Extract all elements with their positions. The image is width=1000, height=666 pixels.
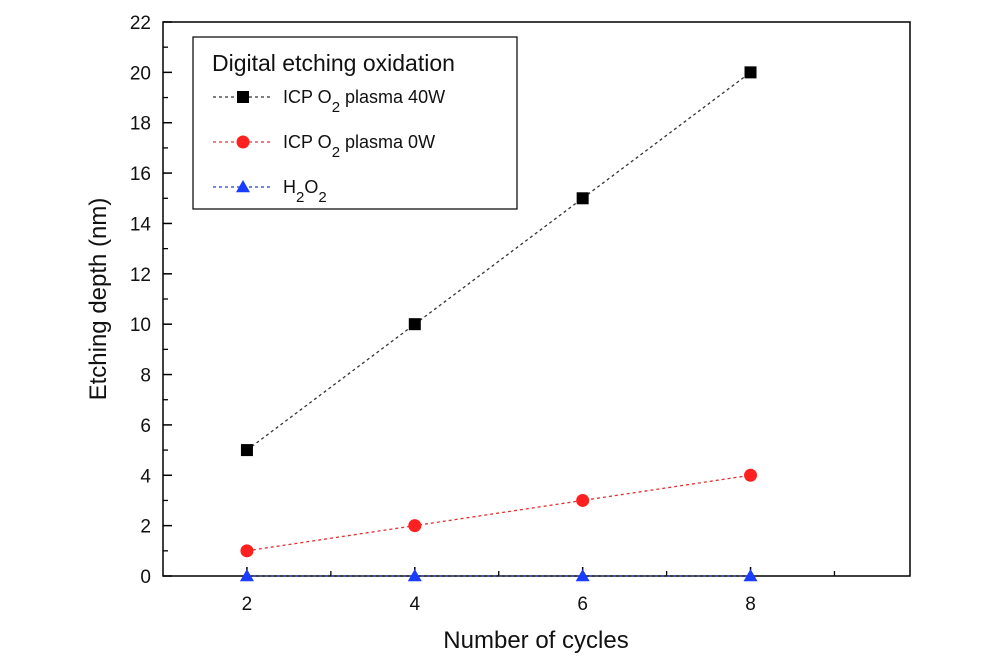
data-point (407, 569, 422, 582)
x-axis-title: Number of cycles (443, 627, 628, 654)
legend-marker (236, 180, 250, 193)
y-tick-label: 8 (140, 366, 151, 387)
data-point (575, 569, 590, 582)
x-tick-label: 4 (410, 594, 421, 615)
legend: Digital etching oxidation ICP O2 plasma … (192, 36, 518, 210)
data-point (576, 493, 590, 507)
x-tick-label: 2 (242, 594, 253, 615)
x-tick-label: 6 (577, 594, 588, 615)
series-layer (239, 66, 758, 582)
legend-title: Digital etching oxidation (212, 50, 455, 76)
legend-label: ICP O2 plasma 0W (283, 132, 435, 161)
y-tick-label: 0 (140, 567, 151, 588)
data-point (576, 192, 589, 205)
legend-entries: ICP O2 plasma 40W ICP O2 plasma 0W H2O2 (213, 87, 445, 206)
data-point (744, 66, 757, 79)
data-point (239, 569, 254, 582)
y-tick-label: 12 (130, 265, 151, 286)
data-point (240, 444, 253, 457)
series-line (246, 71, 751, 451)
x-tick-label: 8 (745, 594, 756, 615)
y-tick-label: 4 (140, 466, 151, 487)
y-tick-label: 14 (130, 214, 152, 235)
y-tick-label: 2 (140, 517, 151, 538)
legend-label: ICP O2 plasma 40W (283, 87, 445, 116)
data-point (743, 569, 758, 582)
axes-layer: 2 4 6 8 0 2 4 6 8 10 12 14 16 18 20 22 (130, 13, 836, 615)
y-tick-label: 20 (130, 63, 151, 84)
y-tick-label: 18 (130, 114, 151, 135)
legend-marker (236, 135, 250, 149)
y-tick-label: 10 (130, 315, 151, 336)
data-point (744, 468, 758, 482)
data-point (408, 519, 422, 533)
legend-marker (237, 91, 249, 103)
y-tick-label: 22 (130, 13, 151, 34)
legend-box (192, 36, 518, 210)
series-line (246, 474, 751, 552)
data-point (408, 318, 421, 331)
y-tick-label: 16 (130, 164, 151, 185)
y-tick-label: 6 (140, 416, 151, 437)
y-axis-title: Etching depth (nm) (85, 198, 112, 401)
data-point (240, 544, 254, 558)
legend-label: H2O2 (283, 177, 327, 206)
